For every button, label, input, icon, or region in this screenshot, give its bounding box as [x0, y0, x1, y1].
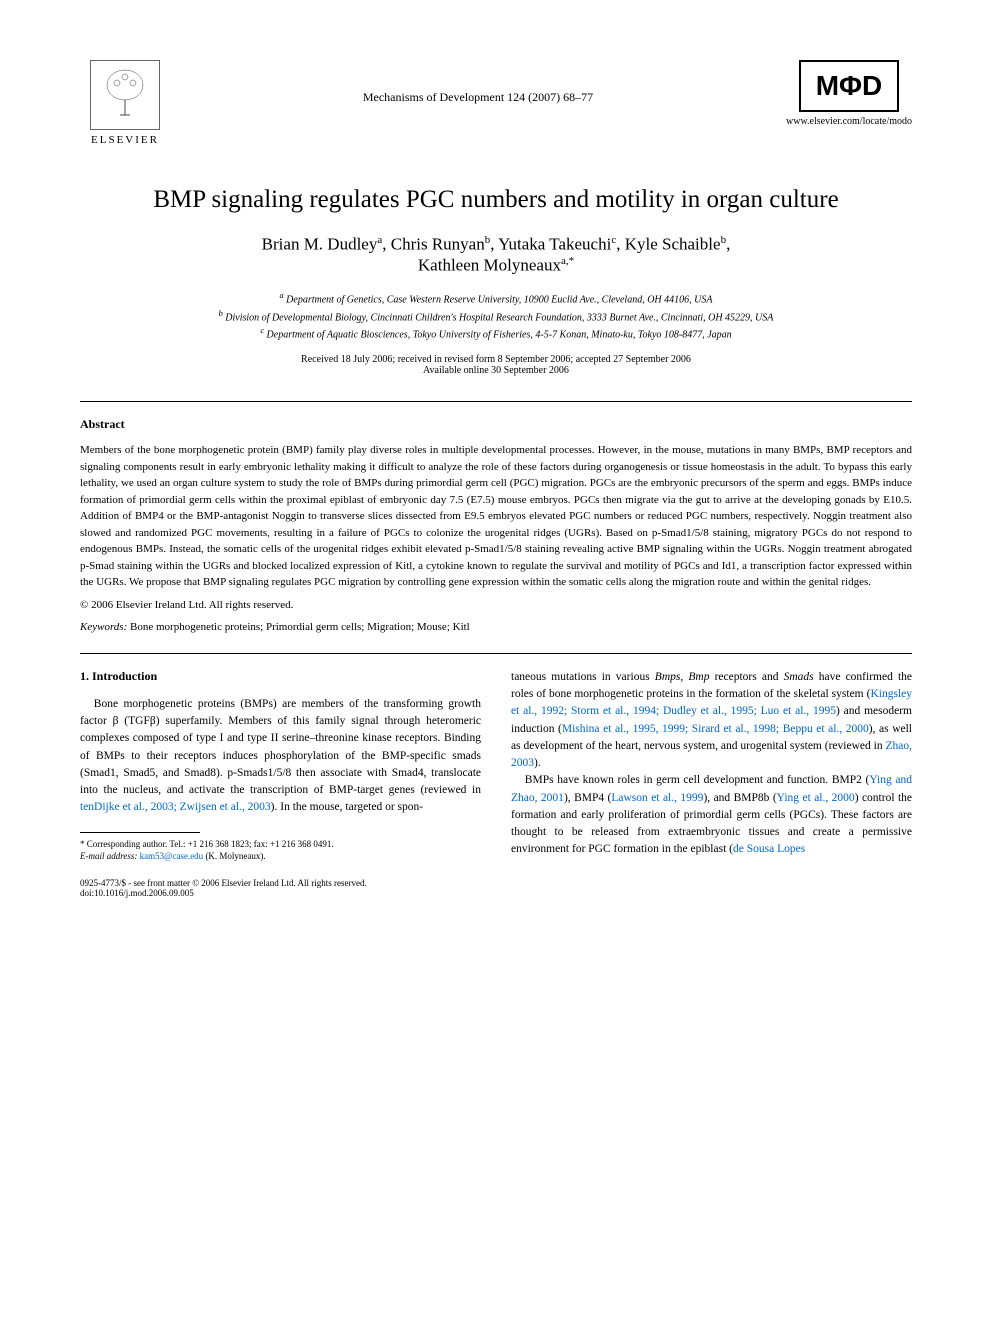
citation-link[interactable]: tenDijke et al., 2003; Zwijsen et al., 2… [80, 801, 271, 813]
author-affil-sup: b [721, 234, 727, 246]
journal-logo: MΦD www.elsevier.com/locate/modo [786, 60, 912, 127]
author: Brian M. Dudley [262, 235, 378, 254]
affiliation: Department of Genetics, Case Western Res… [286, 295, 712, 306]
author-affil-sup: b [485, 234, 491, 246]
issn-line: 0925-4773/$ - see front matter © 2006 El… [80, 878, 912, 888]
abstract-text: Members of the bone morphogenetic protei… [80, 442, 912, 591]
doi-line: doi:10.1016/j.mod.2006.09.005 [80, 888, 912, 898]
introduction-heading: 1. Introduction [80, 669, 481, 684]
email-label: E-mail address: [80, 851, 137, 861]
author-affil-sup: a [377, 234, 382, 246]
affiliations: a Department of Genetics, Case Western R… [80, 290, 912, 342]
affiliation: Department of Aquatic Biosciences, Tokyo… [267, 329, 732, 340]
article-dates: Received 18 July 2006; received in revis… [80, 354, 912, 376]
keywords-label: Keywords: [80, 621, 127, 633]
intro-paragraph: Bone morphogenetic proteins (BMPs) are m… [80, 696, 481, 817]
keywords: Keywords: Bone morphogenetic proteins; P… [80, 621, 912, 633]
email-link[interactable]: kam53@case.edu [140, 851, 204, 861]
intro-paragraph-cont: taneous mutations in various Bmps, Bmp r… [511, 669, 912, 773]
citation-link[interactable]: de Sousa Lopes [733, 843, 805, 855]
author-affil-sup: c [611, 234, 616, 246]
elsevier-logo: ELSEVIER [80, 60, 170, 146]
citation-link[interactable]: Lawson et al., 1999 [611, 792, 703, 804]
journal-url: www.elsevier.com/locate/modo [786, 116, 912, 127]
citation-link[interactable]: Ying et al., 2000 [777, 792, 855, 804]
copyright: © 2006 Elsevier Ireland Ltd. All rights … [80, 599, 912, 611]
author: Yutaka Takeuchi [498, 235, 611, 254]
mod-logo-text: MΦD [799, 60, 900, 112]
corresponding-author: * Corresponding author. Tel.: +1 216 368… [80, 838, 481, 863]
keywords-text: Bone morphogenetic proteins; Primordial … [127, 621, 469, 633]
email-author-name: (K. Molyneaux). [205, 851, 265, 861]
authors-list: Brian M. Dudleya, Chris Runyanb, Yutaka … [80, 234, 912, 275]
citation-link[interactable]: Mishina et al., 1995, 1999; Sirard et al… [562, 723, 869, 735]
author: Kathleen Molyneaux [418, 255, 561, 274]
author-affil-sup: a,* [561, 255, 574, 267]
page-header: ELSEVIER Mechanisms of Development 124 (… [80, 60, 912, 146]
elsevier-label: ELSEVIER [91, 134, 159, 146]
author: Kyle Schaible [625, 235, 721, 254]
article-title: BMP signaling regulates PGC numbers and … [80, 186, 912, 214]
abstract-heading: Abstract [80, 417, 912, 432]
online-date: Available online 30 September 2006 [80, 365, 912, 376]
right-column: taneous mutations in various Bmps, Bmp r… [511, 669, 912, 863]
left-column: 1. Introduction Bone morphogenetic prote… [80, 669, 481, 863]
footnote-divider [80, 832, 200, 833]
received-date: Received 18 July 2006; received in revis… [80, 354, 912, 365]
body-columns: 1. Introduction Bone morphogenetic prote… [80, 669, 912, 863]
elsevier-tree-icon [90, 60, 160, 130]
divider [80, 401, 912, 402]
divider [80, 653, 912, 654]
author: Chris Runyan [391, 235, 485, 254]
journal-citation: Mechanisms of Development 124 (2007) 68–… [363, 90, 593, 105]
intro-paragraph-2: BMPs have known roles in germ cell devel… [511, 772, 912, 858]
affiliation: Division of Developmental Biology, Cinci… [225, 312, 773, 323]
footer: 0925-4773/$ - see front matter © 2006 El… [80, 878, 912, 898]
